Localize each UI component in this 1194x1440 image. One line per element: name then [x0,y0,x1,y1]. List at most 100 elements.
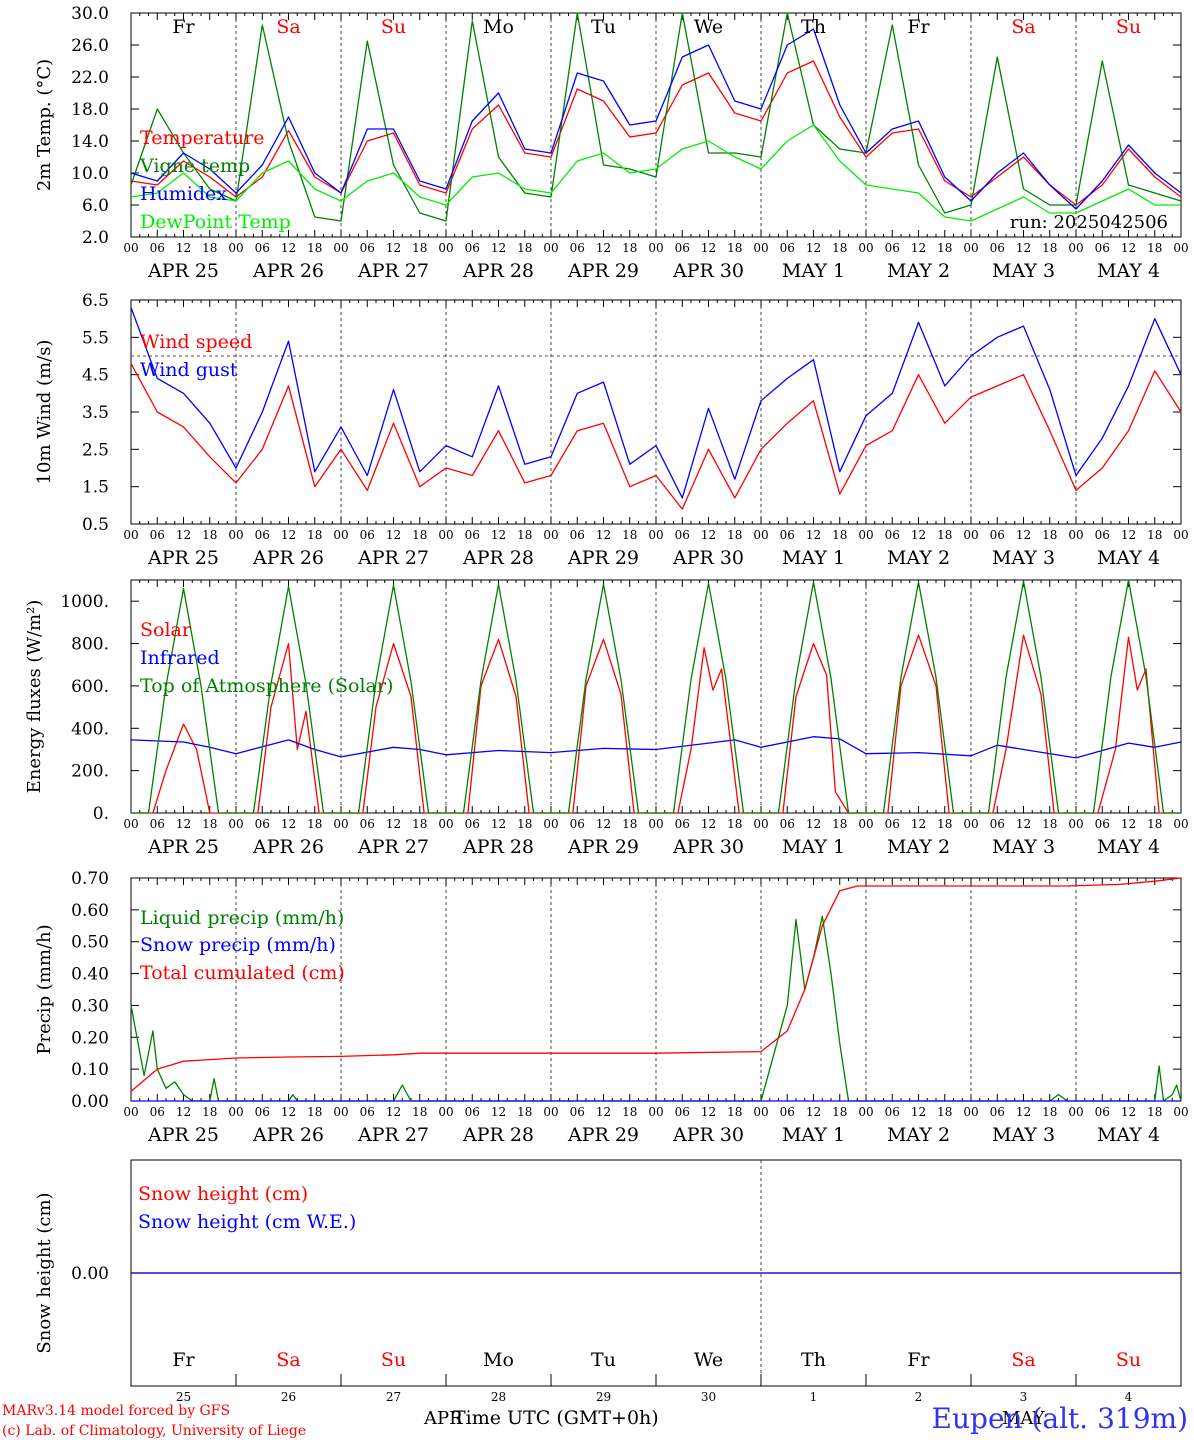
date-label: APR 25 [147,1124,219,1146]
hour-tick-label: 06 [990,241,1005,255]
hour-tick-label: 06 [465,528,480,542]
hour-tick-label: 00 [963,528,978,542]
hour-tick-label: 00 [333,1105,348,1119]
hour-tick-label: 18 [1042,528,1057,542]
hour-tick-label: 18 [1147,241,1162,255]
hour-tick-label: 18 [937,817,952,831]
hour-tick-label: 12 [806,241,821,255]
hour-tick-label: 06 [990,528,1005,542]
date-label: APR 29 [567,1124,639,1146]
hour-tick-label: 06 [150,528,165,542]
hour-tick-label: 12 [386,1105,401,1119]
y-axis-label: Energy fluxes (W/m²) [24,600,45,794]
hour-tick-label: 12 [911,817,926,831]
legend-entry: Solar [140,619,192,641]
hour-tick-label: 00 [648,817,663,831]
date-label: MAY 3 [992,547,1055,569]
hour-tick-label: 00 [858,528,873,542]
hour-tick-label: 12 [1121,528,1136,542]
hour-tick-label: 12 [386,241,401,255]
hour-tick-label: 18 [1042,817,1057,831]
legend-entry: DewPoint Temp [140,211,291,233]
legend-entry: Temperature [140,127,264,149]
date-label: APR 29 [567,547,639,569]
hour-tick-label: 12 [806,817,821,831]
weekday-label: Th [801,1349,826,1371]
day-number-label: 25 [176,1390,191,1404]
hour-tick-label: 18 [622,241,637,255]
y-axis-label: 10m Wind (m/s) [34,340,55,485]
hour-tick-label: 00 [228,817,243,831]
hour-tick-label: 00 [543,241,558,255]
hour-tick-label: 00 [543,528,558,542]
hour-tick-label: 12 [596,241,611,255]
hour-tick-label: 18 [307,1105,322,1119]
series-line-temp-3 [130,124,1181,222]
hour-tick-label: 18 [517,241,532,255]
legend-entry: Humidex [140,183,227,205]
hour-tick-label: 00 [543,817,558,831]
weekday-label: Tu [591,16,616,38]
date-label: MAY 3 [992,260,1055,282]
hour-tick-label: 12 [701,528,716,542]
hour-tick-label: 12 [386,528,401,542]
hour-tick-label: 00 [1173,1105,1188,1119]
hour-tick-label: 06 [360,241,375,255]
weekday-label: Fr [172,1349,195,1371]
series-line-energy-0 [131,634,1181,814]
hour-tick-label: 06 [990,1105,1005,1119]
hour-tick-label: 06 [885,1105,900,1119]
y-tick-label: 0.70 [71,869,109,889]
y-tick-label: 0.10 [71,1060,109,1080]
hour-tick-label: 00 [1068,1105,1083,1119]
date-label: APR 27 [357,1124,429,1146]
hour-tick-label: 06 [1095,817,1110,831]
date-label: APR 29 [567,260,639,282]
y-tick-label: 0.00 [71,1092,109,1112]
hour-tick-label: 18 [727,817,742,831]
weekday-label: Tu [591,1349,616,1371]
hour-tick-label: 00 [753,241,768,255]
date-label: MAY 2 [887,260,950,282]
weekday-label: Fr [907,16,930,38]
date-label: MAY 1 [782,547,845,569]
legend-entry: Snow height (cm) [138,1183,308,1205]
y-tick-label: 200. [71,762,109,782]
hour-tick-label: 00 [543,1105,558,1119]
hour-tick-label: 18 [517,528,532,542]
hour-tick-label: 18 [412,528,427,542]
series-line-precip-2 [130,877,1182,1092]
hour-tick-label: 18 [202,817,217,831]
hour-tick-label: 12 [281,1105,296,1119]
hour-tick-label: 18 [412,1105,427,1119]
hour-tick-label: 00 [228,528,243,542]
hour-tick-label: 00 [753,817,768,831]
footer-copyright: (c) Lab. of Climatology, University of L… [2,1423,306,1439]
hour-tick-label: 00 [438,241,453,255]
hour-tick-label: 00 [228,1105,243,1119]
hour-tick-label: 12 [491,528,506,542]
hour-tick-label: 06 [255,241,270,255]
date-label: APR 27 [357,836,429,858]
hour-tick-label: 00 [1068,241,1083,255]
date-label: MAY 1 [782,836,845,858]
y-tick-label: 0.20 [71,1028,109,1048]
hour-tick-label: 06 [780,1105,795,1119]
date-label: APR 30 [672,260,744,282]
run-label: run: 2025042506 [1010,212,1168,233]
wind-panel: 00 06 12 18 00 06 12 18 00 06 12 18 00 06 12 18 00 06 12 18… [34,291,1189,569]
weekday-label: We [694,1349,723,1371]
hour-tick-label: 18 [937,241,952,255]
date-label: APR 30 [672,1124,744,1146]
weekday-label: Su [381,1349,406,1371]
hour-tick-label: 18 [622,528,637,542]
hour-tick-label: 18 [1042,1105,1057,1119]
hour-tick-label: 12 [1016,817,1031,831]
hour-tick-label: 00 [438,528,453,542]
legend-entry: Snow precip (mm/h) [140,934,336,956]
hour-tick-label: 00 [858,241,873,255]
weekday-label: Sa [276,1349,300,1371]
y-tick-label: 22.0 [71,68,109,88]
date-label: MAY 2 [887,547,950,569]
hour-tick-label: 18 [202,241,217,255]
